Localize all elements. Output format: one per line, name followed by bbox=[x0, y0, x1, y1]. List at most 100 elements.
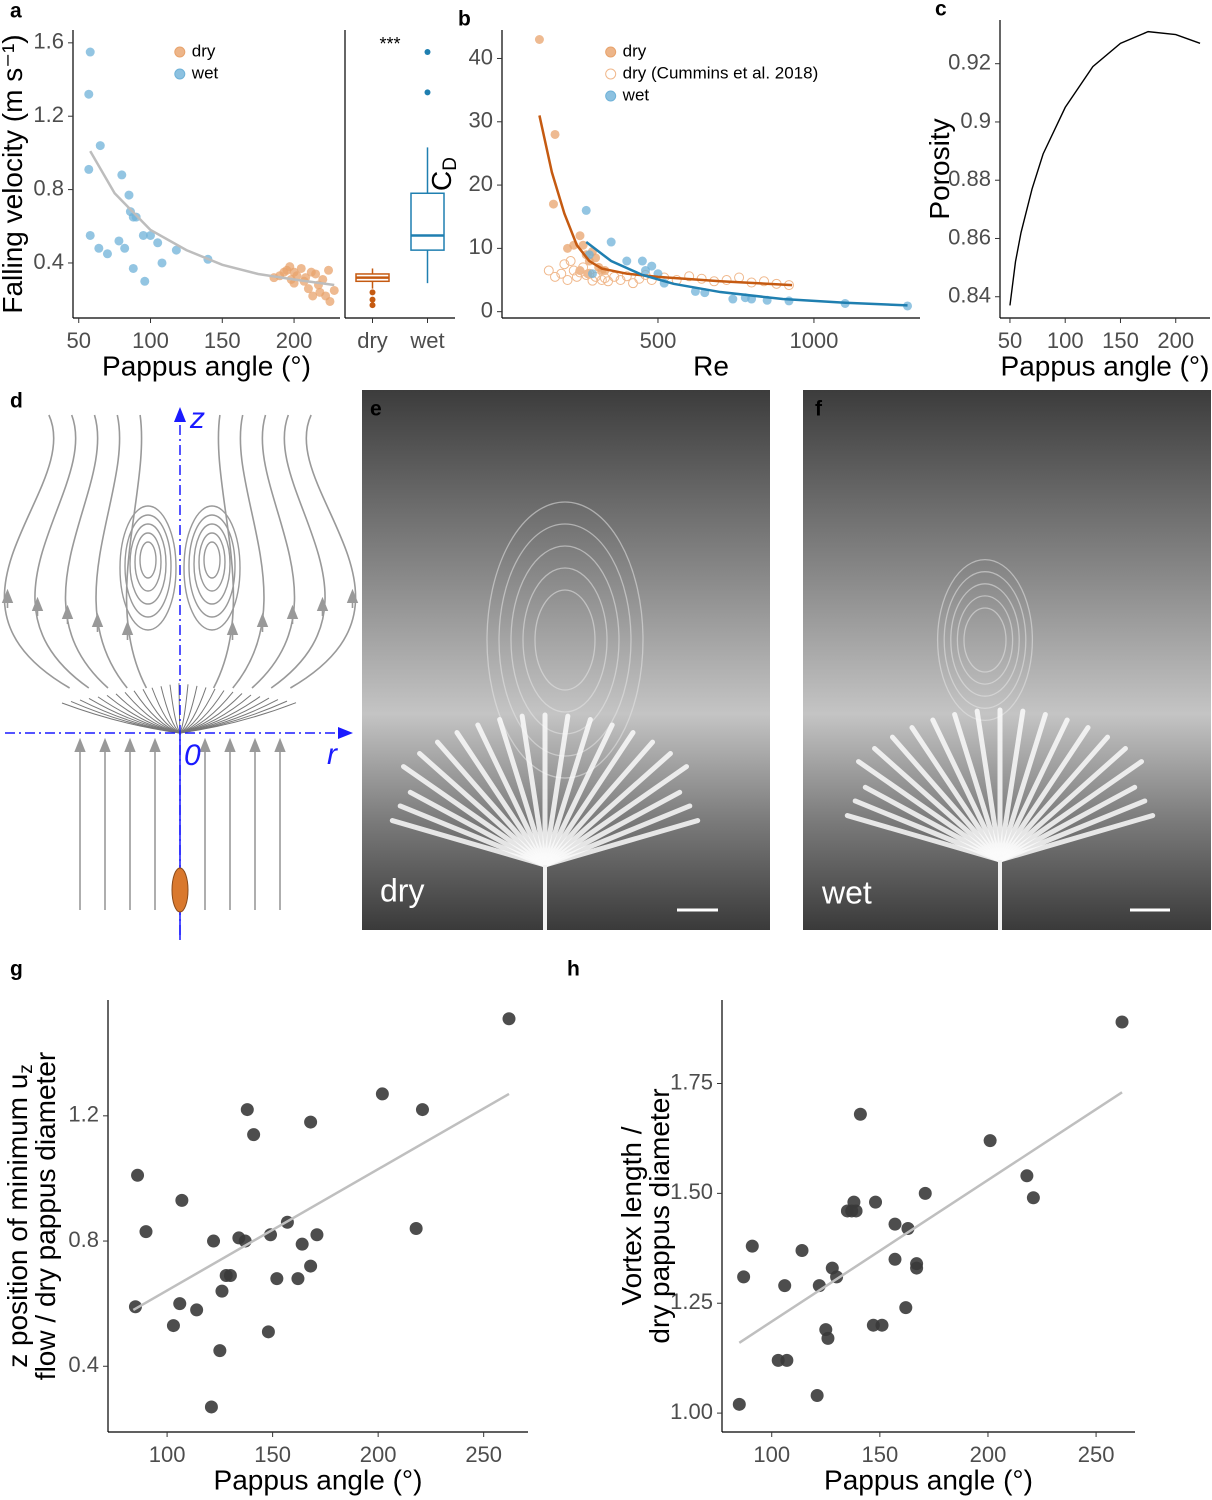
data-point bbox=[728, 294, 738, 304]
outlier bbox=[424, 89, 431, 96]
vortex-trace bbox=[936, 558, 1034, 722]
x-tick-label: 200 bbox=[1157, 328, 1194, 353]
y-tick-label: 20 bbox=[469, 171, 493, 196]
data-point bbox=[759, 276, 770, 287]
image-caption: wet bbox=[821, 874, 872, 910]
data-point bbox=[684, 271, 695, 282]
data-point bbox=[640, 266, 650, 276]
data-point bbox=[261, 1325, 275, 1339]
y-axis-title: Falling velocity (m s⁻¹) bbox=[0, 34, 28, 313]
x-tick-label: wet bbox=[409, 328, 444, 353]
data-point bbox=[114, 236, 124, 246]
data-point bbox=[157, 258, 167, 268]
streamline bbox=[64, 414, 109, 689]
data-point bbox=[318, 274, 328, 284]
data-point bbox=[853, 1107, 867, 1121]
data-point bbox=[1020, 1169, 1034, 1183]
pappus-hair bbox=[997, 759, 1145, 863]
data-point bbox=[291, 1272, 305, 1286]
data-point bbox=[128, 1300, 142, 1314]
data-point bbox=[311, 269, 321, 279]
x-tick-label: 100 bbox=[1047, 328, 1084, 353]
y-axis-title: z position of minimum uz bbox=[2, 1064, 37, 1368]
panel-letter: c bbox=[935, 0, 947, 21]
data-point bbox=[599, 273, 610, 284]
data-point bbox=[124, 190, 134, 200]
data-point bbox=[918, 1186, 932, 1200]
data-point bbox=[409, 1222, 423, 1236]
y-axis-title: Porosity bbox=[924, 118, 955, 219]
data-point bbox=[207, 1234, 221, 1248]
x-tick-label: 500 bbox=[640, 328, 677, 353]
streamline bbox=[270, 414, 326, 689]
series-line bbox=[89, 150, 335, 287]
data-point bbox=[737, 1270, 751, 1284]
data-point bbox=[84, 89, 94, 99]
x-tick-label: 50 bbox=[998, 328, 1022, 353]
pappus-hair bbox=[542, 803, 693, 868]
pappus-hair bbox=[400, 764, 548, 868]
pappus-hair bbox=[852, 798, 1003, 863]
data-point bbox=[550, 129, 560, 139]
data-point bbox=[310, 1228, 324, 1242]
series-line bbox=[738, 1091, 1123, 1344]
streamline bbox=[289, 414, 357, 689]
y-tick-label: 0.8 bbox=[33, 175, 64, 200]
y-tick-label: 1.2 bbox=[33, 102, 64, 127]
pappus-hair bbox=[997, 725, 1091, 863]
data-point bbox=[628, 278, 639, 289]
z-label: z bbox=[189, 402, 205, 435]
y-tick-label: 0 bbox=[481, 297, 493, 322]
data-point bbox=[120, 243, 130, 253]
x-tick-label: 150 bbox=[254, 1442, 291, 1467]
x-tick-label: 250 bbox=[1078, 1442, 1115, 1467]
y-axis-title-subscript: D bbox=[440, 157, 461, 171]
outlier bbox=[369, 289, 376, 296]
y-tick-label: 0.9 bbox=[960, 108, 991, 133]
data-point bbox=[849, 1204, 863, 1218]
origin-label: 0 bbox=[184, 739, 201, 772]
pappus-hair bbox=[862, 784, 1003, 863]
pappus-hair bbox=[997, 717, 1070, 863]
x-tick-label: 150 bbox=[861, 1442, 898, 1467]
pappus-hair bbox=[542, 789, 683, 868]
pappus-hair bbox=[497, 716, 548, 868]
fan-line bbox=[179, 685, 198, 734]
pappus-hair bbox=[397, 803, 548, 868]
data-point bbox=[146, 230, 156, 240]
y-axis-title: flow / dry pappus diameter bbox=[30, 1052, 61, 1380]
streamline bbox=[95, 414, 128, 689]
streamline bbox=[212, 414, 235, 689]
series-line bbox=[132, 1092, 510, 1311]
data-point bbox=[621, 271, 632, 282]
pappus-hair bbox=[952, 711, 1003, 863]
annotation: *** bbox=[379, 34, 400, 54]
fan-line bbox=[179, 684, 189, 734]
data-point bbox=[745, 1239, 759, 1253]
data-point bbox=[85, 230, 95, 240]
panel-letter: f bbox=[815, 398, 823, 421]
vortex-trace bbox=[522, 567, 608, 713]
data-point bbox=[204, 1400, 218, 1414]
y-tick-label: 1.25 bbox=[670, 1289, 713, 1314]
y-axis-title: CD bbox=[426, 157, 461, 191]
streamline bbox=[232, 414, 265, 689]
box bbox=[410, 192, 445, 251]
x-axis-title: Pappus angle (°) bbox=[214, 1464, 423, 1495]
data-point bbox=[270, 1272, 284, 1286]
data-point bbox=[784, 296, 794, 306]
legend-marker bbox=[605, 90, 617, 102]
y-axis-title: dry pappus diameter bbox=[644, 1088, 675, 1343]
data-point bbox=[778, 1279, 792, 1293]
pappus-hair bbox=[389, 818, 548, 868]
data-point bbox=[295, 1237, 309, 1251]
vortex-line bbox=[183, 505, 241, 631]
panel-letter: a bbox=[10, 0, 22, 23]
pappus-hair bbox=[542, 716, 593, 868]
y-tick-label: 1.00 bbox=[670, 1399, 713, 1424]
x-tick-label: dry bbox=[357, 328, 388, 353]
data-point bbox=[1026, 1191, 1040, 1205]
data-point bbox=[247, 1128, 261, 1142]
data-point bbox=[325, 296, 335, 306]
